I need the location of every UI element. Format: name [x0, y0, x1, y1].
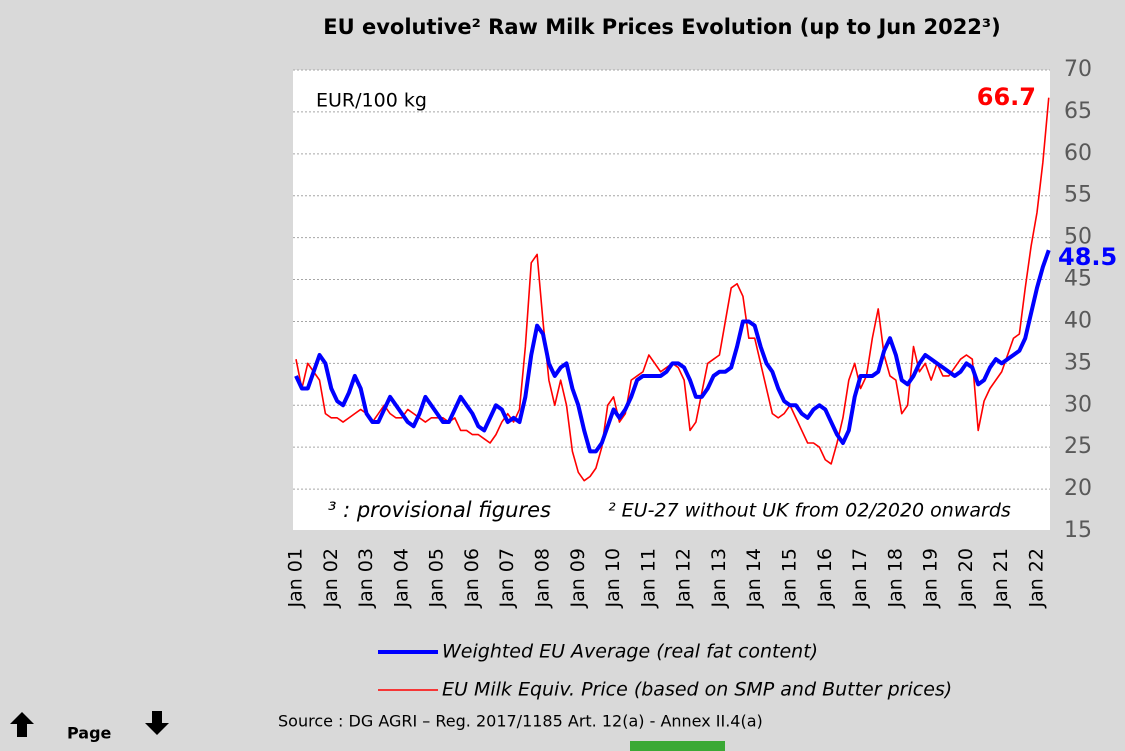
- annotation: ³ : provisional figures: [328, 498, 551, 522]
- y-tick-label: 30: [1064, 392, 1092, 417]
- x-tick-label: Jan 05: [426, 548, 448, 609]
- x-tick-label: Jan 15: [779, 548, 801, 609]
- up-arrow[interactable]: [10, 712, 34, 737]
- unit-label: EUR/100 kg: [316, 90, 427, 112]
- x-tick-label: Jan 06: [461, 548, 483, 609]
- x-tick-label: Jan 04: [390, 548, 412, 609]
- data-label: 66.7: [977, 83, 1036, 111]
- y-tick-label: 35: [1064, 350, 1092, 375]
- legend-label: Weighted EU Average (real fat content): [442, 641, 818, 663]
- y-tick-label: 60: [1064, 141, 1092, 166]
- badge: [630, 741, 725, 751]
- down-arrow[interactable]: [145, 711, 169, 735]
- x-tick-label: Jan 03: [355, 548, 377, 609]
- annotation: ² EU-27 without UK from 02/2020 onwards: [608, 500, 1011, 522]
- source: Source : DG AGRI – Reg. 2017/1185 Art. 1…: [278, 712, 763, 731]
- x-tick-label: Jan 02: [320, 548, 342, 609]
- x-tick-label: Jan 13: [708, 548, 730, 609]
- y-tick-label: 50: [1064, 225, 1092, 250]
- x-tick-label: Jan 16: [814, 548, 836, 609]
- series-line: [294, 249, 1051, 454]
- x-tick-label: Jan 01: [285, 548, 307, 609]
- legend-label: EU Milk Equiv. Price (based on SMP and B…: [442, 679, 952, 701]
- x-tick-label: Jan 21: [990, 548, 1012, 609]
- x-tick-label: Jan 19: [920, 548, 942, 609]
- plot-area: [293, 70, 1050, 530]
- page-label: Page: [67, 724, 112, 743]
- x-tick-label: Jan 11: [637, 548, 659, 609]
- x-tick-label: Jan 07: [496, 548, 518, 609]
- y-tick-label: 55: [1064, 183, 1092, 208]
- x-tick-label: Jan 08: [532, 548, 554, 609]
- y-tick-label: 45: [1064, 267, 1092, 292]
- x-tick-label: Jan 20: [955, 548, 977, 609]
- x-tick-label: Jan 18: [884, 548, 906, 609]
- x-tick-label: Jan 10: [602, 548, 624, 609]
- y-tick-label: 15: [1064, 518, 1092, 543]
- y-tick-label: 70: [1064, 57, 1092, 82]
- x-tick-label: Jan 09: [567, 548, 589, 609]
- x-tick-label: Jan 22: [1026, 548, 1048, 609]
- y-tick-label: 40: [1064, 308, 1092, 333]
- y-tick-label: 25: [1064, 434, 1092, 459]
- chart-title: EU evolutive² Raw Milk Prices Evolution …: [323, 15, 1000, 39]
- y-tick-label: 20: [1064, 476, 1092, 501]
- data-label: 48.5: [1058, 243, 1117, 271]
- x-tick-label: Jan 17: [849, 548, 871, 609]
- x-tick-label: Jan 14: [743, 548, 765, 609]
- y-tick-label: 65: [1064, 99, 1092, 124]
- x-tick-label: Jan 12: [673, 548, 695, 609]
